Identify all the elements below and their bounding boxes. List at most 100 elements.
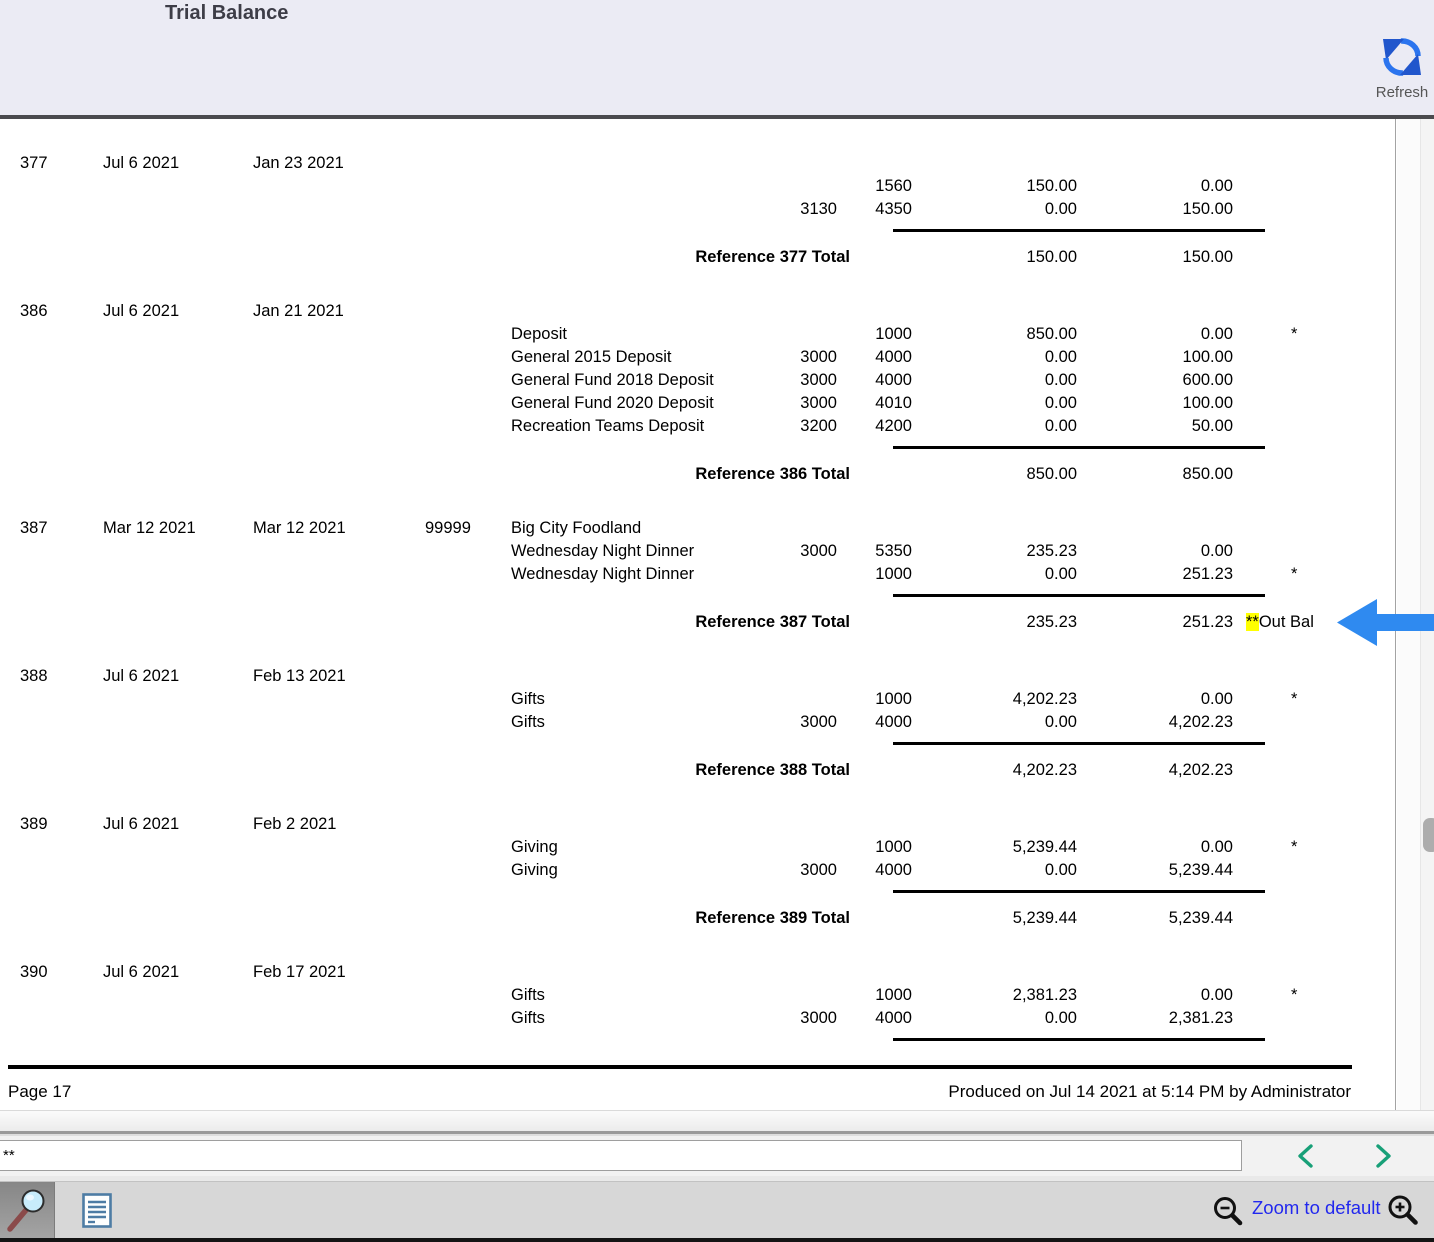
total-debit: 850.00 bbox=[1026, 465, 1077, 483]
account-number: 4000 bbox=[875, 861, 912, 879]
reference-number: 387 bbox=[20, 519, 48, 537]
total-rule bbox=[893, 446, 1265, 449]
account-number: 1000 bbox=[875, 325, 912, 343]
bottom-panel-border-light bbox=[0, 1134, 1434, 1136]
vertical-scrollbar-thumb[interactable] bbox=[1423, 818, 1434, 852]
line-description: Gifts bbox=[511, 1009, 545, 1027]
account-number: 4000 bbox=[875, 348, 912, 366]
total-credit: 4,202.23 bbox=[1168, 761, 1233, 779]
account-number: 1560 bbox=[875, 177, 912, 195]
credit-amount: 0.00 bbox=[1200, 177, 1233, 195]
report-row: Giving 1000 5,239.44 0.00 * bbox=[0, 836, 1396, 859]
reference-total-label: Reference 377 Total bbox=[695, 248, 850, 266]
reference-group: 389 Jul 6 2021 Feb 2 2021 Giving 1000 5,239.4… bbox=[0, 813, 1396, 930]
total-debit: 150.00 bbox=[1026, 248, 1077, 266]
account-number: 1000 bbox=[875, 690, 912, 708]
credit-amount: 5,239.44 bbox=[1168, 861, 1233, 879]
find-tool-button[interactable] bbox=[0, 1182, 55, 1238]
original-date: Jan 21 2021 bbox=[253, 302, 344, 320]
debit-amount: 2,381.23 bbox=[1012, 986, 1077, 1004]
posted-date: Mar 12 2021 bbox=[103, 519, 196, 537]
refresh-button[interactable]: Refresh bbox=[1370, 32, 1434, 112]
fund-number: 3000 bbox=[800, 713, 837, 731]
unposted-flag: * bbox=[1291, 325, 1298, 343]
toolbar-top-strip bbox=[0, 1176, 1434, 1181]
credit-amount: 0.00 bbox=[1200, 838, 1233, 856]
credit-amount: 0.00 bbox=[1200, 986, 1233, 1004]
credit-amount: 0.00 bbox=[1200, 542, 1233, 560]
fund-number: 3000 bbox=[800, 861, 837, 879]
report-row: Gifts 1000 2,381.23 0.00 * bbox=[0, 984, 1396, 1007]
line-description: Recreation Teams Deposit bbox=[511, 417, 705, 435]
total-credit: 150.00 bbox=[1182, 248, 1233, 266]
fund-number: 3000 bbox=[800, 542, 837, 560]
zoom-out-button[interactable] bbox=[1212, 1195, 1244, 1227]
out-of-balance-flag: **Out Bal bbox=[1246, 613, 1314, 631]
report-row: Gifts 1000 4,202.23 0.00 * bbox=[0, 688, 1396, 711]
page-number: Page 17 bbox=[8, 1082, 72, 1101]
find-bar bbox=[0, 1136, 1434, 1176]
posted-date: Jul 6 2021 bbox=[103, 815, 180, 833]
reference-number: 390 bbox=[20, 963, 48, 981]
report-row: Reference 386 Total 850.00 850.00 bbox=[0, 463, 1396, 486]
reference-group: 388 Jul 6 2021 Feb 13 2021 Gifts 1000 4,202.2… bbox=[0, 665, 1396, 782]
report-row: Gifts 3000 4000 0.00 2,381.23 bbox=[0, 1007, 1396, 1030]
total-debit: 4,202.23 bbox=[1012, 761, 1077, 779]
total-debit: 5,239.44 bbox=[1012, 909, 1077, 927]
reference-group: 387 Mar 12 2021 Mar 12 2021 99999 Big City F… bbox=[0, 517, 1434, 646]
previous-match-button[interactable] bbox=[1291, 1142, 1321, 1170]
fund-number: 3200 bbox=[800, 417, 837, 435]
fund-number: 3000 bbox=[800, 348, 837, 366]
debit-amount: 0.00 bbox=[1044, 861, 1077, 879]
report-row: Reference 389 Total 5,239.44 5,239.44 bbox=[0, 907, 1396, 930]
report-row: Giving 3000 4000 0.00 5,239.44 bbox=[0, 859, 1396, 882]
zoom-to-default-button[interactable]: Zoom to default bbox=[1252, 1197, 1381, 1218]
reference-total-label: Reference 386 Total bbox=[695, 465, 850, 483]
fund-number: 3000 bbox=[800, 394, 837, 412]
zoom-in-button[interactable] bbox=[1386, 1193, 1420, 1227]
reference-number: 388 bbox=[20, 667, 48, 685]
credit-amount: 0.00 bbox=[1200, 325, 1233, 343]
debit-amount: 150.00 bbox=[1026, 177, 1077, 195]
report-row: 388 Jul 6 2021 Feb 13 2021 bbox=[0, 665, 1396, 688]
magnifier-icon bbox=[6, 1189, 48, 1235]
debit-amount: 0.00 bbox=[1044, 394, 1077, 412]
bottom-panel-border bbox=[0, 1131, 1434, 1134]
total-rule bbox=[893, 1038, 1265, 1041]
total-credit: 5,239.44 bbox=[1168, 909, 1233, 927]
debit-amount: 0.00 bbox=[1044, 348, 1077, 366]
fund-number: 3000 bbox=[800, 371, 837, 389]
reference-number: 389 bbox=[20, 815, 48, 833]
total-credit: 251.23 bbox=[1182, 613, 1233, 631]
report-row: Wednesday Night Dinner 3000 5350 235.23 0.00 bbox=[0, 540, 1396, 563]
debit-amount: 5,239.44 bbox=[1012, 838, 1077, 856]
credit-amount: 50.00 bbox=[1191, 417, 1233, 435]
report-row: Reference 387 Total 235.23 251.23 **Out Bal bbox=[0, 599, 1434, 646]
account-number: 4200 bbox=[875, 417, 912, 435]
report-row: 387 Mar 12 2021 Mar 12 2021 99999 Big City F… bbox=[0, 517, 1396, 540]
credit-amount: 251.23 bbox=[1182, 565, 1233, 583]
unposted-flag: * bbox=[1291, 565, 1298, 583]
reference-group: 390 Jul 6 2021 Feb 17 2021 Gifts 1000 2,381.2… bbox=[0, 961, 1396, 1041]
line-description: General Fund 2020 Deposit bbox=[511, 394, 714, 412]
total-rule bbox=[893, 890, 1265, 893]
line-description: Gifts bbox=[511, 986, 545, 1004]
chevron-left-icon bbox=[1293, 1144, 1319, 1173]
debit-amount: 0.00 bbox=[1044, 565, 1077, 583]
refresh-label: Refresh bbox=[1375, 84, 1429, 101]
original-date: Feb 17 2021 bbox=[253, 963, 346, 981]
account-number: 4000 bbox=[875, 713, 912, 731]
header-divider bbox=[0, 115, 1434, 119]
debit-amount: 0.00 bbox=[1044, 417, 1077, 435]
total-rule bbox=[893, 594, 1265, 597]
text-view-button[interactable] bbox=[80, 1192, 114, 1230]
reference-number: 377 bbox=[20, 154, 48, 172]
report-title: Trial Balance bbox=[165, 2, 289, 24]
report-row: Reference 388 Total 4,202.23 4,202.23 bbox=[0, 759, 1396, 782]
line-description: Gifts bbox=[511, 690, 545, 708]
credit-amount: 150.00 bbox=[1182, 200, 1233, 218]
report-row: Reference 377 Total 150.00 150.00 bbox=[0, 246, 1396, 269]
report-row: Recreation Teams Deposit 3200 4200 0.00 50.0… bbox=[0, 415, 1396, 438]
next-match-button[interactable] bbox=[1368, 1142, 1398, 1170]
search-input[interactable] bbox=[0, 1140, 1242, 1171]
